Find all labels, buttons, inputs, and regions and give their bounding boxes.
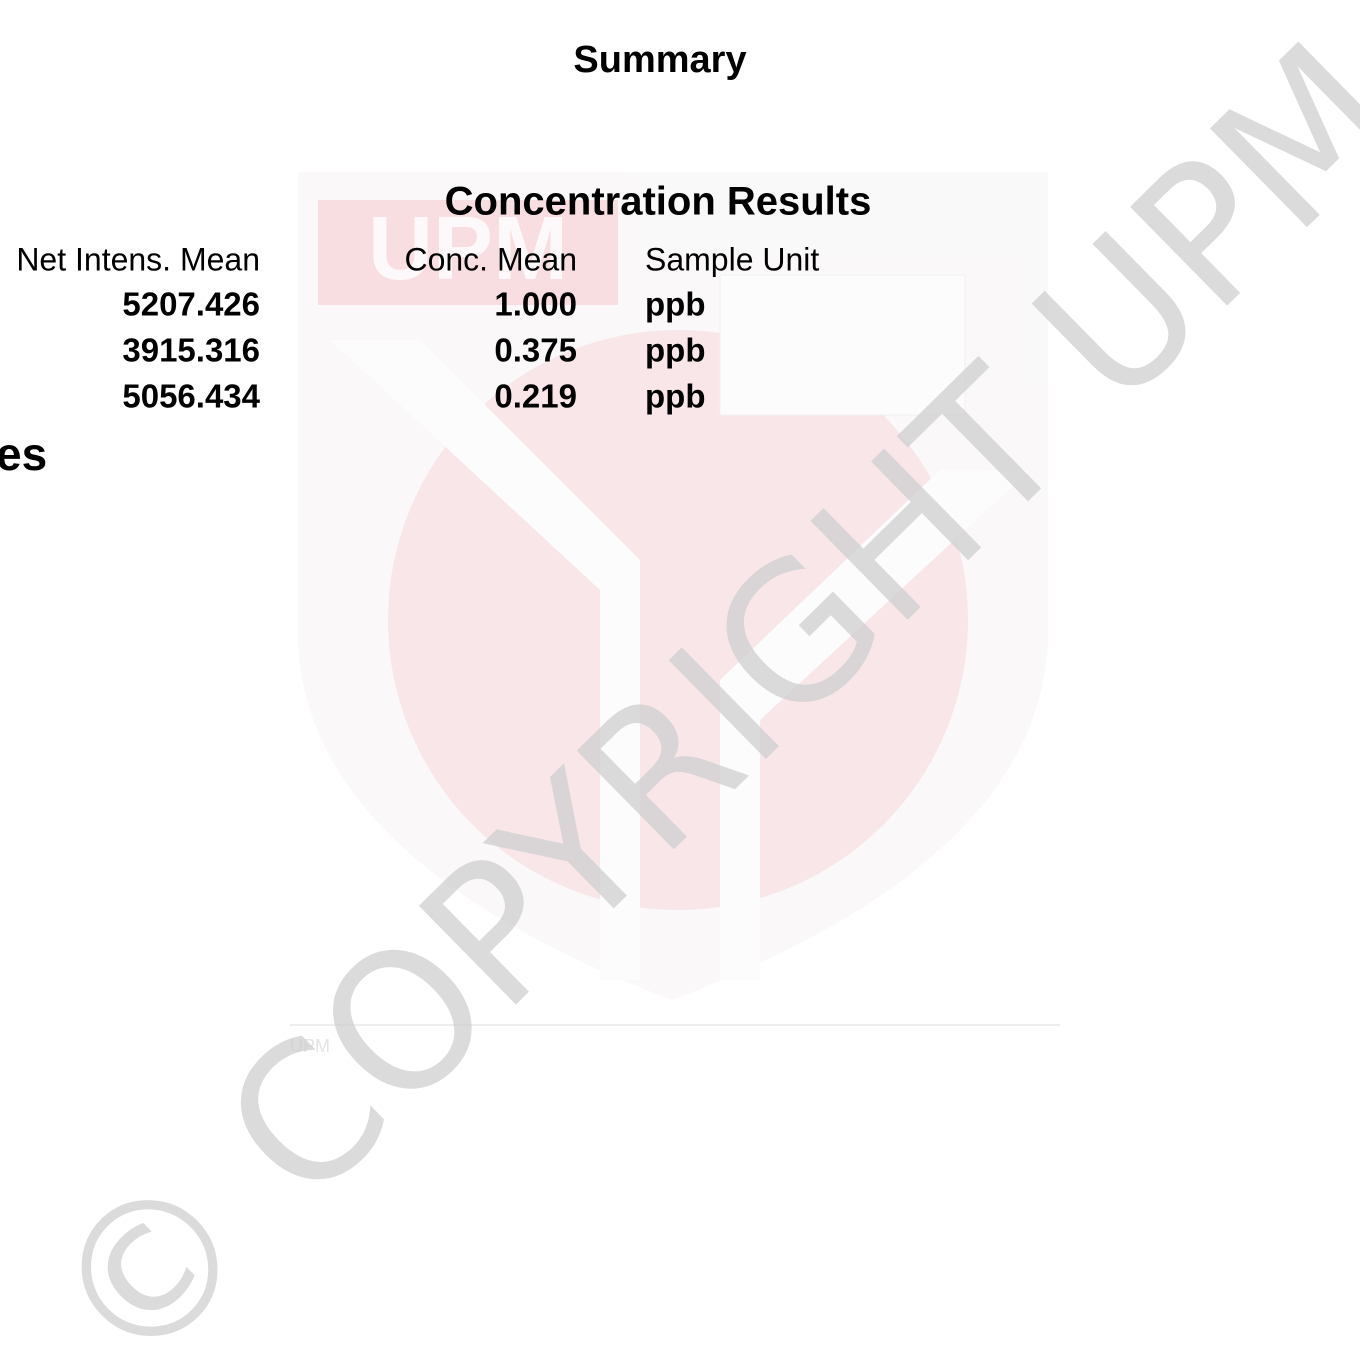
section-fragment: es [0,428,47,480]
footer-text: UPM [290,1036,330,1056]
title: Summary [573,39,746,81]
table-cell: 5207.426 [122,286,260,323]
column-header: Sample Unit [645,241,819,277]
table-cell: 3915.316 [122,332,260,369]
logo-watermark [298,172,1048,1000]
table-cell: 5056.434 [122,378,260,415]
table-cell: ppb [645,286,705,323]
table-cell: ppb [645,378,705,415]
column-header: Conc. Mean [404,241,577,277]
logo-box [318,200,618,305]
table-title: Concentration Results [445,180,872,224]
book-icon [719,274,966,416]
results-table: Net Intens. Mean Conc. Mean Sample Unit 520… [16,241,819,414]
table-cell: 0.219 [494,378,577,415]
table-cell: 0.375 [494,332,577,369]
logo-text: UPM [368,199,568,299]
shield-stripe [330,340,640,980]
shield-stripe [720,470,1030,980]
table-cell: 1.000 [494,286,577,323]
column-header: Net Intens. Mean [16,241,260,277]
table-cell: ppb [645,332,705,369]
